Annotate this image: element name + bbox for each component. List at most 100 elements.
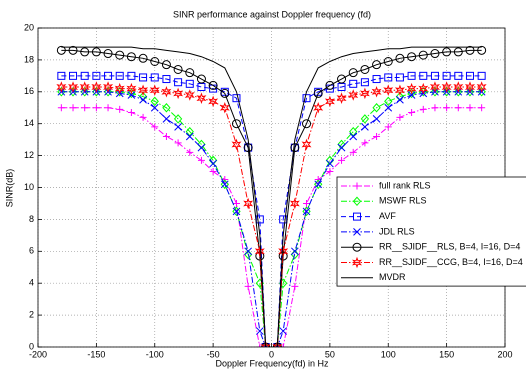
marker bbox=[185, 68, 195, 78]
marker bbox=[261, 342, 270, 347]
marker bbox=[231, 138, 242, 151]
marker bbox=[477, 87, 486, 97]
marker bbox=[174, 123, 182, 131]
marker bbox=[91, 81, 102, 93]
marker bbox=[80, 87, 89, 97]
marker bbox=[81, 104, 89, 112]
y-tick-label: 0 bbox=[29, 341, 34, 351]
marker bbox=[185, 79, 194, 88]
marker bbox=[255, 327, 264, 335]
y-axis-label: SINR(dB) bbox=[4, 169, 14, 208]
marker bbox=[384, 73, 393, 82]
series-line bbox=[61, 91, 482, 347]
marker bbox=[231, 119, 241, 129]
marker bbox=[360, 114, 370, 124]
marker bbox=[139, 73, 148, 82]
marker bbox=[150, 103, 159, 112]
marker bbox=[161, 60, 171, 70]
x-tick-label: 200 bbox=[497, 349, 512, 359]
marker bbox=[68, 45, 78, 55]
marker bbox=[150, 73, 159, 82]
marker bbox=[127, 109, 135, 117]
marker bbox=[360, 78, 369, 87]
marker bbox=[465, 87, 475, 97]
marker bbox=[138, 53, 148, 63]
y-tick-label: 6 bbox=[29, 246, 34, 256]
marker bbox=[232, 207, 241, 216]
marker bbox=[454, 104, 462, 112]
legend-label: JDL RLS bbox=[379, 226, 415, 236]
marker bbox=[208, 80, 218, 90]
x-axis-label: Doppler Frequency(fd) in Hz bbox=[215, 358, 329, 368]
marker bbox=[173, 87, 184, 100]
marker bbox=[477, 45, 487, 55]
marker bbox=[260, 341, 271, 347]
marker bbox=[349, 126, 358, 137]
marker bbox=[103, 81, 114, 93]
marker bbox=[359, 87, 370, 100]
marker bbox=[243, 197, 254, 210]
marker bbox=[406, 82, 417, 95]
marker bbox=[91, 47, 101, 57]
y-tick-label: 16 bbox=[24, 86, 34, 96]
marker bbox=[174, 78, 183, 87]
marker bbox=[396, 113, 404, 121]
marker bbox=[127, 91, 136, 99]
legend-label: AVF bbox=[379, 211, 396, 221]
series-line bbox=[61, 49, 482, 347]
marker bbox=[384, 96, 393, 107]
marker bbox=[325, 80, 335, 90]
marker bbox=[353, 228, 361, 236]
marker bbox=[442, 87, 451, 97]
marker bbox=[394, 84, 405, 96]
series-line bbox=[61, 107, 482, 347]
marker bbox=[150, 96, 159, 107]
marker bbox=[232, 94, 241, 103]
marker bbox=[431, 104, 439, 112]
marker bbox=[407, 71, 416, 80]
marker bbox=[313, 101, 324, 114]
marker bbox=[337, 143, 346, 152]
marker bbox=[56, 45, 66, 55]
y-tick-label: 18 bbox=[24, 54, 34, 64]
marker bbox=[407, 52, 417, 62]
x-tick-label: -100 bbox=[146, 349, 164, 359]
marker bbox=[92, 71, 101, 80]
marker bbox=[336, 92, 347, 104]
marker bbox=[338, 156, 346, 164]
marker bbox=[352, 256, 362, 269]
marker bbox=[115, 50, 125, 60]
marker bbox=[69, 71, 78, 80]
marker bbox=[104, 71, 113, 80]
marker bbox=[150, 56, 160, 66]
marker bbox=[186, 148, 194, 156]
marker bbox=[408, 109, 416, 117]
marker bbox=[254, 245, 265, 258]
marker bbox=[353, 182, 361, 190]
marker bbox=[361, 123, 369, 131]
marker bbox=[337, 139, 346, 150]
marker bbox=[104, 104, 112, 112]
marker bbox=[349, 148, 357, 156]
marker bbox=[220, 88, 230, 98]
marker bbox=[197, 143, 206, 152]
marker bbox=[232, 206, 241, 217]
marker bbox=[418, 50, 428, 60]
marker bbox=[373, 132, 381, 140]
legend: full rank RLS MSWF RLS AVF JDL RLS RR__SJIDF… bbox=[336, 176, 526, 287]
marker bbox=[139, 95, 147, 104]
marker bbox=[279, 327, 288, 335]
marker bbox=[326, 159, 334, 168]
x-tick-label: -200 bbox=[29, 349, 47, 359]
x-tick-label: 150 bbox=[439, 349, 454, 359]
marker bbox=[115, 71, 124, 80]
y-tick-label: 20 bbox=[24, 22, 34, 32]
marker bbox=[302, 207, 311, 216]
marker bbox=[325, 155, 335, 166]
marker bbox=[57, 104, 65, 112]
marker bbox=[371, 86, 382, 98]
x-tick-label: 100 bbox=[381, 349, 396, 359]
marker bbox=[220, 180, 229, 189]
